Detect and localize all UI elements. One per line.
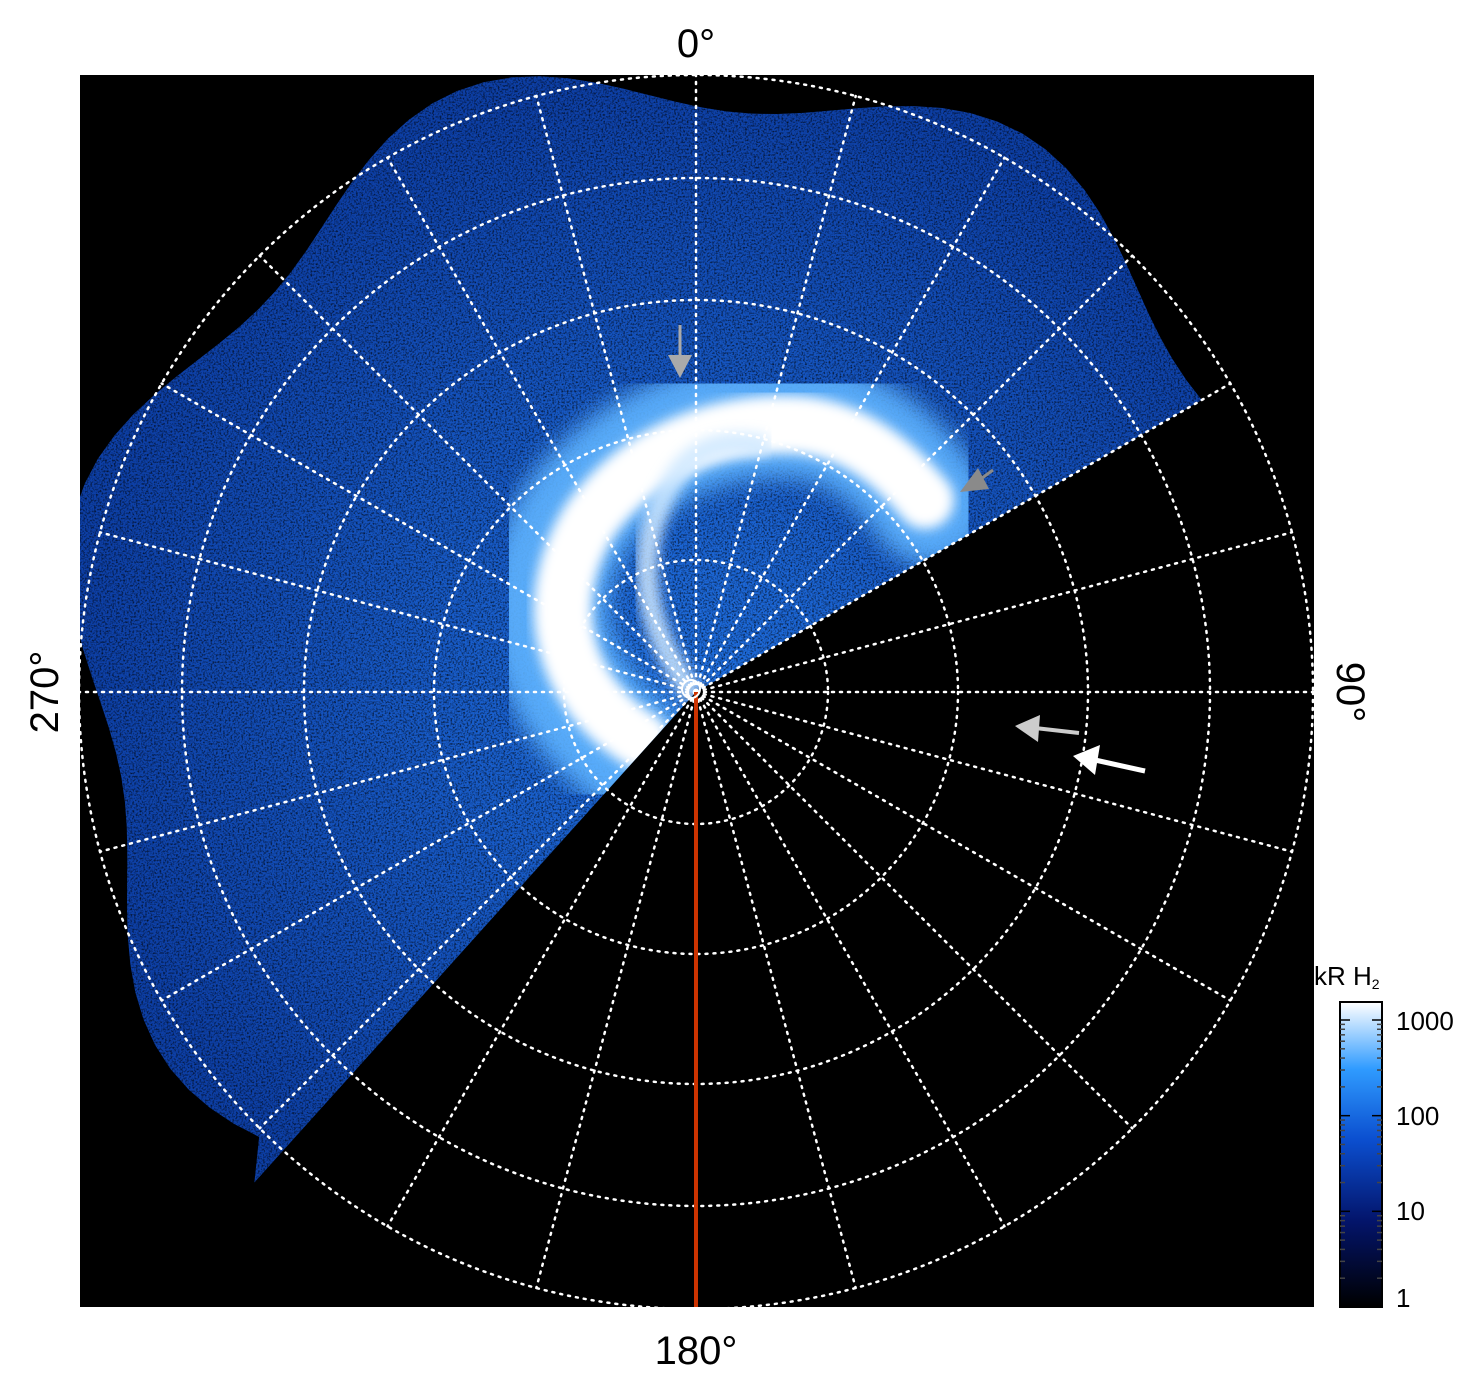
- arrow-icon-light-right: [1015, 715, 1080, 742]
- label-top: 0°: [677, 22, 715, 66]
- colorbar-tick-1000: 1000: [1396, 1006, 1454, 1036]
- main-oval-arc: [533, 395, 954, 769]
- label-left: 270°: [23, 651, 67, 734]
- colorbar: kR H2 1000 100 10 1: [1314, 961, 1454, 1313]
- grid-spoke: [694, 690, 857, 1290]
- grid-spoke: [694, 382, 1232, 694]
- colorbar-gradient: [1339, 1001, 1383, 1308]
- grid-spoke: [694, 531, 1294, 694]
- arrow-icon-gray-upper-right: [960, 468, 994, 492]
- arrow-icon-white-right: [1073, 745, 1146, 775]
- grid-spoke: [160, 382, 698, 694]
- arrow-icon-gray-top: [668, 325, 692, 378]
- colorbar-title: kR H2: [1314, 961, 1380, 992]
- grid-spoke: [98, 531, 698, 694]
- label-bottom: 180°: [655, 1329, 738, 1373]
- grid-spoke: [160, 690, 698, 1002]
- grid-spoke: [258, 690, 698, 1130]
- pole-marker: [681, 679, 701, 699]
- grid-ring: [432, 428, 960, 956]
- label-right: 90°: [1328, 662, 1372, 723]
- grid-spoke: [694, 94, 857, 694]
- grid-spoke: [694, 690, 1134, 1130]
- grid-spoke: [694, 156, 1006, 694]
- grid-spoke: [535, 94, 698, 694]
- grid-spoke: [386, 690, 698, 1228]
- grid-spoke: [694, 690, 1006, 1228]
- grid-spoke: [258, 254, 698, 694]
- grid-spoke: [694, 254, 1134, 694]
- colorbar-tick-1: 1: [1396, 1283, 1410, 1313]
- grid-spoke: [535, 690, 698, 1290]
- grid-spoke: [694, 690, 1294, 853]
- colorbar-tick-10: 10: [1396, 1196, 1425, 1226]
- grid-spoke: [694, 690, 1232, 1002]
- colorbar-tick-100: 100: [1396, 1101, 1439, 1131]
- grid-spoke: [98, 690, 698, 853]
- inner-arc: [636, 432, 771, 701]
- grid-spoke: [386, 156, 698, 694]
